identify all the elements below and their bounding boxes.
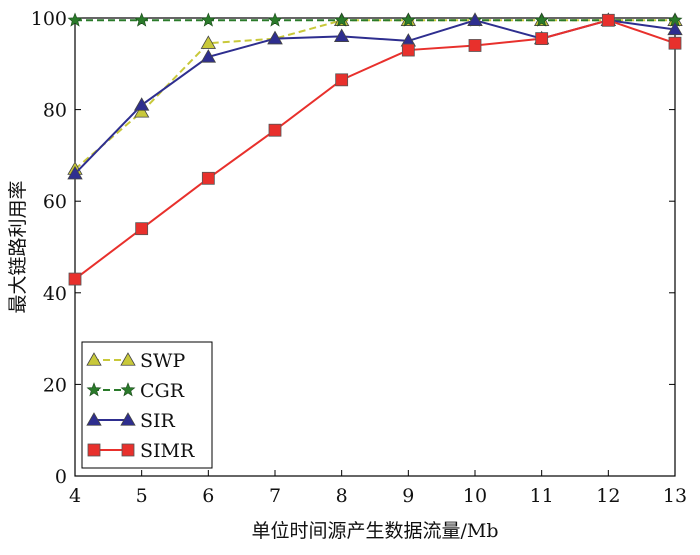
legend-item-cgr: CGR (86, 380, 185, 402)
series-line-simr (74, 19, 676, 280)
series-line-sir (74, 19, 676, 175)
x-tick-label: 8 (336, 485, 348, 507)
legend-marker-cgr (120, 382, 136, 397)
data-point-swp (200, 35, 217, 49)
legend-item-sir: SIR (86, 410, 176, 432)
series-cgr (67, 12, 683, 27)
x-tick-label: 5 (136, 485, 148, 507)
x-tick-label: 13 (663, 485, 687, 507)
series-sir (67, 12, 683, 180)
data-point-cgr (267, 12, 283, 27)
data-point-cgr (134, 12, 150, 27)
legend-label-sir: SIR (140, 410, 176, 432)
data-point-cgr (200, 12, 216, 27)
data-point-swp (133, 104, 150, 118)
data-point-sir (467, 12, 483, 26)
legend-marker-cgr (86, 382, 102, 397)
y-tick-label: 0 (55, 466, 67, 488)
data-point-simr (268, 123, 282, 137)
data-point-cgr (534, 12, 550, 27)
data-point-simr (335, 73, 349, 87)
data-point-simr (601, 13, 615, 27)
x-tick-label: 11 (530, 485, 554, 507)
legend-item-simr: SIMR (87, 440, 195, 462)
x-tick-label: 4 (69, 485, 81, 507)
data-point-cgr (400, 12, 416, 27)
legend-label-swp: SWP (140, 350, 186, 372)
legend-label-cgr: CGR (140, 380, 185, 402)
y-tick-label: 20 (43, 374, 67, 396)
data-point-simr (535, 32, 549, 46)
legend-box (81, 341, 213, 469)
data-point-simr (201, 171, 215, 185)
data-point-cgr (67, 12, 83, 27)
legend-marker-simr (121, 443, 135, 457)
x-tick-label: 6 (202, 485, 214, 507)
series-swp (67, 12, 683, 175)
y-tick-label: 40 (43, 283, 67, 305)
legend-marker-simr (87, 443, 101, 457)
data-point-simr (468, 39, 482, 52)
data-point-simr (68, 272, 82, 286)
series-line-swp (74, 19, 675, 170)
data-point-sir (267, 30, 283, 45)
x-tick-label: 12 (596, 485, 620, 507)
legend-marker-swp (86, 352, 102, 366)
data-point-sir (333, 28, 350, 42)
legend-marker-swp (120, 352, 136, 366)
y-tick-label: 60 (43, 191, 67, 213)
legend-item-swp: SWP (86, 350, 186, 372)
legend-marker-sir (120, 412, 136, 426)
data-point-sir (667, 21, 683, 36)
legend-marker-sir (86, 412, 102, 426)
x-tick-label: 10 (463, 485, 487, 507)
legend-label-simr: SIMR (140, 440, 195, 462)
x-tick-label: 9 (402, 485, 414, 507)
x-tick-label: 7 (269, 485, 281, 507)
y-axis-label: 最大链路利用率 (7, 180, 29, 313)
data-point-sir (200, 49, 217, 63)
data-point-sir (67, 165, 83, 180)
data-point-simr (668, 36, 682, 50)
y-tick-label: 100 (31, 8, 67, 30)
legend: SWP CGR SIR SIMR (81, 341, 213, 469)
y-tick-label: 80 (43, 100, 67, 122)
data-point-simr (135, 222, 149, 236)
series-simr (68, 13, 682, 286)
data-point-sir (133, 97, 150, 111)
x-axis-label: 单位时间源产生数据流量/Mb (251, 520, 498, 542)
plot-frame (74, 17, 676, 477)
data-point-simr (401, 43, 415, 57)
data-point-cgr (334, 12, 350, 27)
